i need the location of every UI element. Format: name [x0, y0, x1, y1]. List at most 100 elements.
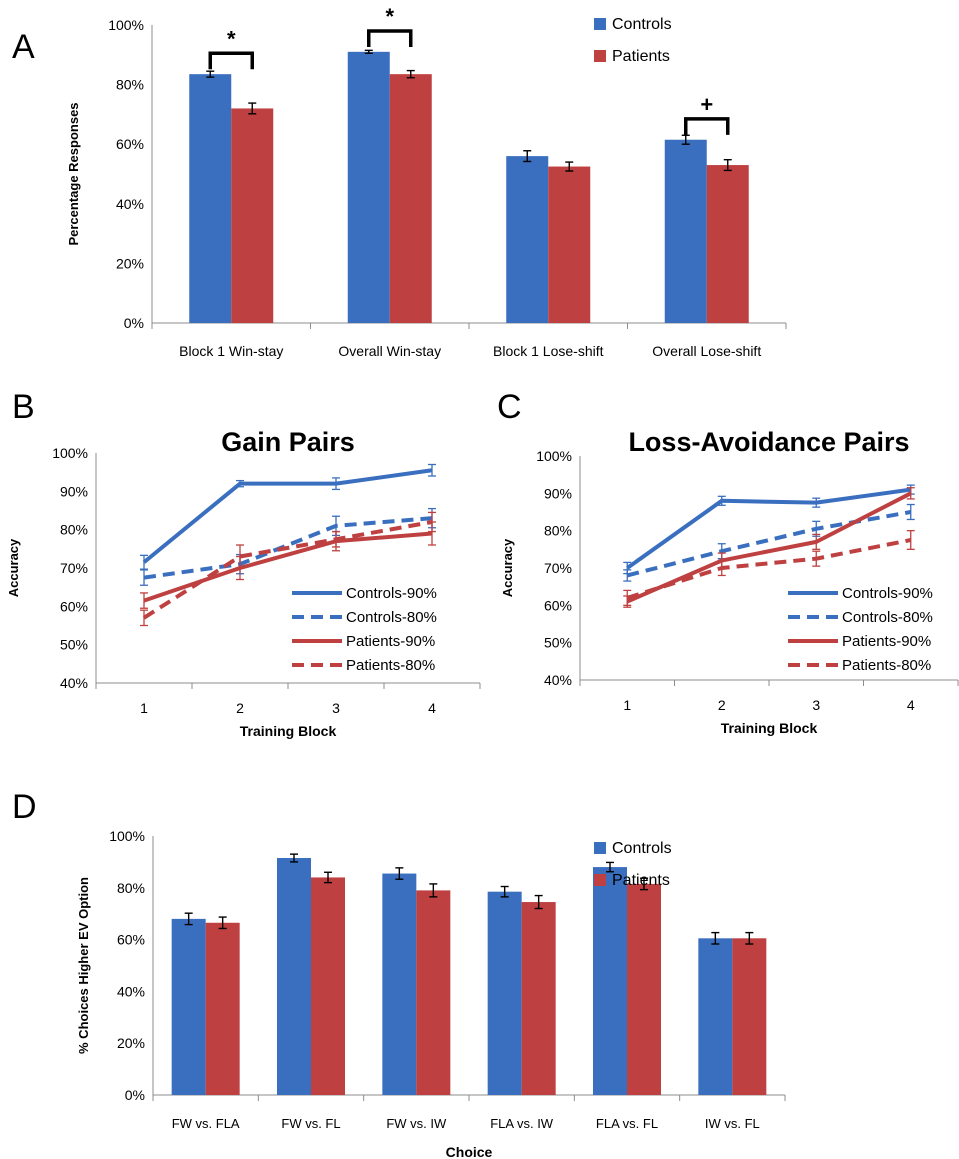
legend-label-patients: Patients [612, 872, 670, 889]
y-axis-label: Percentage Responses [66, 102, 81, 245]
series-line [626, 491, 912, 604]
legend-label-controls: Controls [612, 840, 672, 857]
y-tick-label: 20% [117, 1035, 145, 1051]
legend-label: Controls-80% [346, 609, 437, 626]
bar-patients [706, 165, 749, 323]
y-tick-label: 60% [116, 136, 144, 152]
bar-controls [189, 74, 232, 323]
series-line [626, 487, 912, 570]
legend-label: Patients-80% [346, 657, 435, 674]
x-tick-label: 3 [332, 700, 340, 716]
legend-swatch-patients [594, 50, 606, 62]
y-tick-label: 80% [544, 523, 572, 539]
x-tick-label: Overall Win-stay [338, 343, 441, 359]
y-tick-label: 60% [60, 598, 88, 614]
y-axis-label: % Choices Higher EV Option [76, 877, 91, 1054]
significance-bracket [684, 117, 730, 135]
y-tick-label: 80% [117, 880, 145, 896]
panel-label-d: D [12, 788, 37, 826]
x-tick-label: 3 [812, 697, 820, 713]
chart-c: 40% 50% 60% 70% 80% 90% 100% 1 2 3 4 Controls-90% Co… [500, 427, 959, 736]
x-tick-label: IW vs. FL [705, 1116, 760, 1131]
y-tick-label: 70% [544, 560, 572, 576]
series-line [626, 510, 912, 578]
bar-patients [548, 166, 591, 323]
bar-controls [506, 156, 549, 323]
x-tick-label: 1 [623, 697, 631, 713]
y-tick-label: 50% [60, 637, 88, 653]
series-line [143, 516, 433, 580]
bar-patients [732, 938, 767, 1095]
legend-swatch-patients [594, 874, 606, 886]
bar-patients [389, 74, 432, 323]
legend-label-controls: Controls [612, 16, 672, 33]
bar-controls [171, 918, 206, 1095]
x-tick-label: 2 [718, 697, 726, 713]
bar-patients [521, 902, 556, 1095]
bar-controls [382, 873, 417, 1095]
x-tick-label: Block 1 Win-stay [179, 343, 283, 359]
y-tick-label: 80% [116, 77, 144, 93]
bar-controls [593, 867, 627, 1095]
bar-patients [205, 922, 240, 1095]
legend-label: Controls-90% [842, 585, 933, 602]
y-tick-label: 100% [536, 448, 572, 464]
chart-title: Loss-Avoidance Pairs [628, 427, 909, 457]
bar-controls [487, 891, 522, 1095]
x-axis-label: Training Block [240, 723, 337, 739]
y-tick-label: 80% [60, 522, 88, 538]
bar-patients [311, 877, 345, 1095]
panel-label-c: C [497, 388, 522, 426]
x-tick-label: FW vs. FLA [172, 1116, 240, 1131]
significance-bracket [208, 51, 254, 70]
bar-patients [627, 883, 661, 1095]
series-line [142, 520, 433, 620]
y-tick-label: 20% [116, 255, 144, 271]
y-tick-label: 100% [108, 17, 144, 33]
legend-label: Controls-90% [346, 585, 437, 602]
y-tick-label: 40% [117, 983, 145, 999]
y-tick-label: 0% [125, 1087, 145, 1103]
significance-marker: * [227, 26, 236, 51]
legend-label: Patients-80% [842, 657, 931, 674]
y-tick-label: 40% [544, 672, 572, 688]
y-tick-label: 40% [116, 196, 144, 212]
y-tick-label: 100% [109, 828, 145, 844]
bar-patients [416, 890, 451, 1095]
legend-label-patients: Patients [612, 48, 670, 65]
series-line [626, 538, 912, 600]
bar-controls [277, 858, 311, 1095]
x-tick-label: FW vs. IW [386, 1116, 447, 1131]
legend-swatch-controls [594, 18, 606, 30]
x-axis-label: Choice [446, 1144, 493, 1159]
chart-d: 0% 20% 40% 60% 80% 100% FW vs. FLA FW vs. FL FW … [76, 828, 786, 1159]
x-tick-label: FLA vs. IW [490, 1116, 554, 1131]
y-tick-label: 100% [52, 445, 88, 461]
bar-controls [698, 938, 733, 1095]
y-axis-label: Accuracy [6, 538, 21, 597]
legend-label: Patients-90% [346, 633, 435, 650]
chart-b: 40% 50% 60% 70% 80% 90% 100% 1 2 3 4 Controls-90% Co… [6, 427, 481, 739]
y-tick-label: 60% [117, 932, 145, 948]
bar-patients [231, 108, 274, 323]
y-tick-label: 60% [544, 597, 572, 613]
y-tick-label: 90% [544, 485, 572, 501]
x-axis-label: Training Block [721, 720, 818, 736]
significance-marker: + [700, 92, 713, 117]
bar-controls [347, 51, 390, 323]
legend-label: Patients-90% [842, 633, 931, 650]
y-tick-label: 50% [544, 635, 572, 651]
y-tick-label: 90% [60, 483, 88, 499]
significance-marker: * [385, 4, 394, 29]
x-tick-label: Block 1 Lose-shift [493, 343, 604, 359]
panel-label-b: B [12, 388, 35, 426]
legend-label: Controls-80% [842, 609, 933, 626]
x-tick-label: 4 [907, 697, 915, 713]
chart-a: 0% 20% 40% 60% 80% 100% Block 1 Win-stay Overal… [66, 4, 787, 359]
x-tick-label: FLA vs. FL [596, 1116, 658, 1131]
x-tick-label: Overall Lose-shift [652, 343, 761, 359]
significance-bracket [367, 29, 413, 47]
y-tick-label: 70% [60, 560, 88, 576]
series-line [143, 531, 433, 603]
